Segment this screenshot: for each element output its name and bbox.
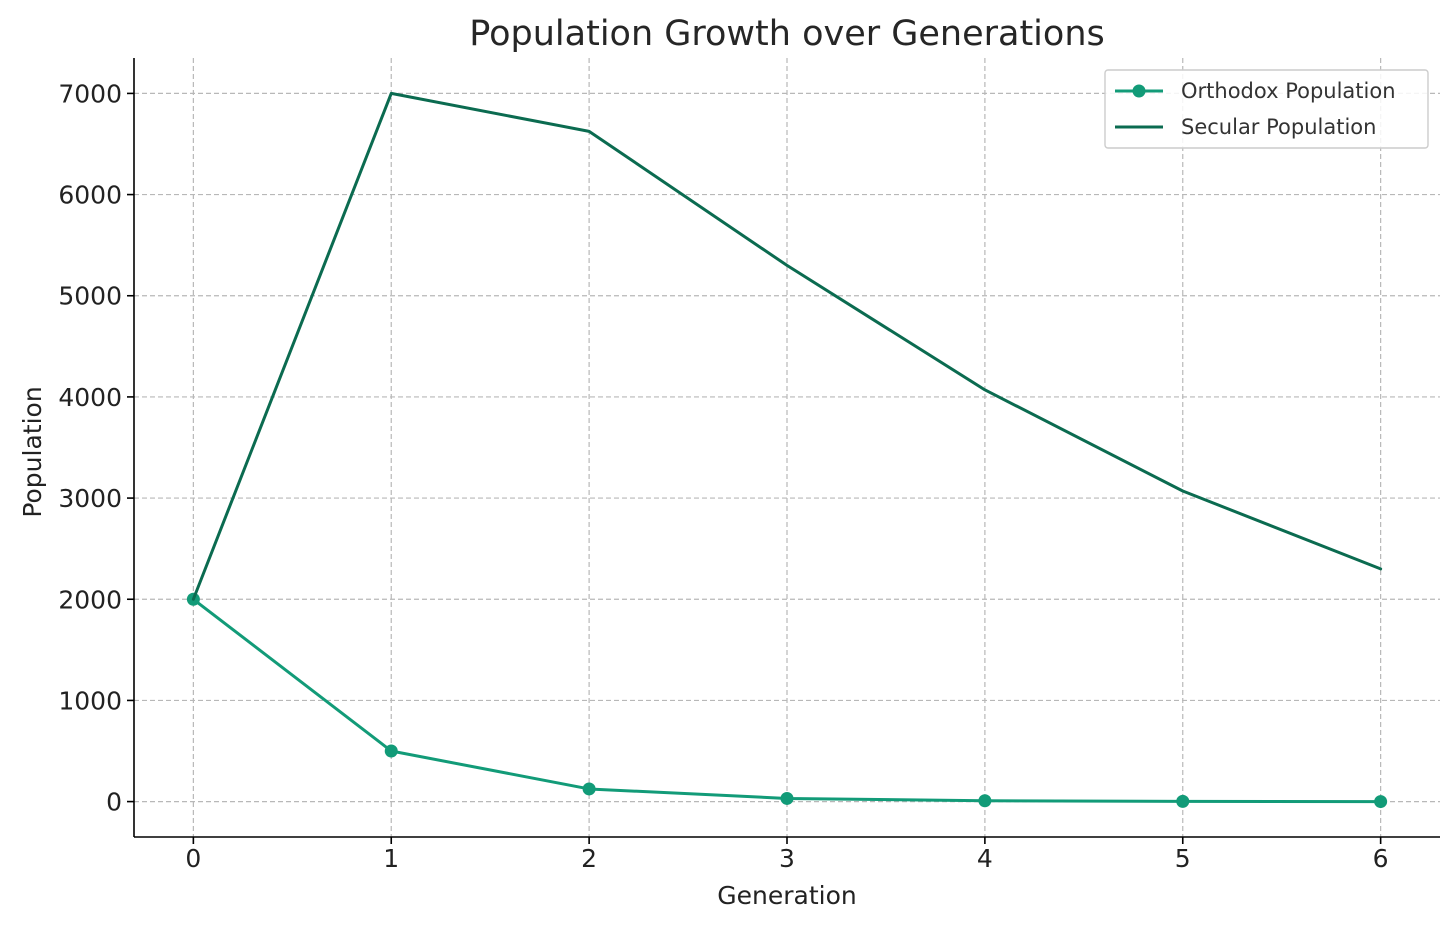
grid (134, 58, 1440, 837)
orthodox-population-point (780, 791, 794, 805)
legend-box (1104, 69, 1429, 149)
y-tick-label: 3000 (58, 484, 122, 513)
x-tick-label: 3 (779, 844, 795, 873)
series-lines (186, 91, 1388, 809)
legend-label-orthodox-population: Orthodox Population (1181, 79, 1396, 103)
y-tick-label: 4000 (58, 383, 122, 412)
secular-population-line (191, 91, 1383, 601)
y-axis-label: Population (18, 386, 47, 517)
y-tick-label: 1000 (58, 686, 122, 715)
y-tick-label: 7000 (58, 79, 122, 108)
x-tick-label: 4 (977, 844, 993, 873)
orthodox-population-point (1176, 794, 1190, 808)
ticks: 0 1 2 3 4 5 6 0 1000 2000 3000 4000 5000 6000 7000 (58, 79, 1388, 873)
y-tick-label: 0 (106, 788, 122, 817)
x-tick-label: 5 (1175, 844, 1191, 873)
x-tick-label: 2 (581, 844, 597, 873)
y-tick-label: 6000 (58, 181, 122, 210)
legend-label-secular-population: Secular Population (1181, 115, 1376, 139)
chart-title: Population Growth over Generations (469, 14, 1105, 54)
orthodox-population-point (1374, 795, 1388, 809)
legend-marker-orthodox-population (1132, 84, 1146, 98)
y-tick-label: 2000 (58, 585, 122, 614)
orthodox-population-point (978, 794, 992, 808)
x-tick-label: 6 (1373, 844, 1389, 873)
legend: Orthodox Population Secular Population (1104, 69, 1429, 149)
orthodox-population-point (582, 782, 596, 796)
orthodox-population-point (384, 744, 398, 758)
x-tick-label: 1 (383, 844, 399, 873)
y-tick-label: 5000 (58, 282, 122, 311)
x-axis-label: Generation (717, 881, 856, 910)
x-tick-label: 0 (185, 844, 201, 873)
